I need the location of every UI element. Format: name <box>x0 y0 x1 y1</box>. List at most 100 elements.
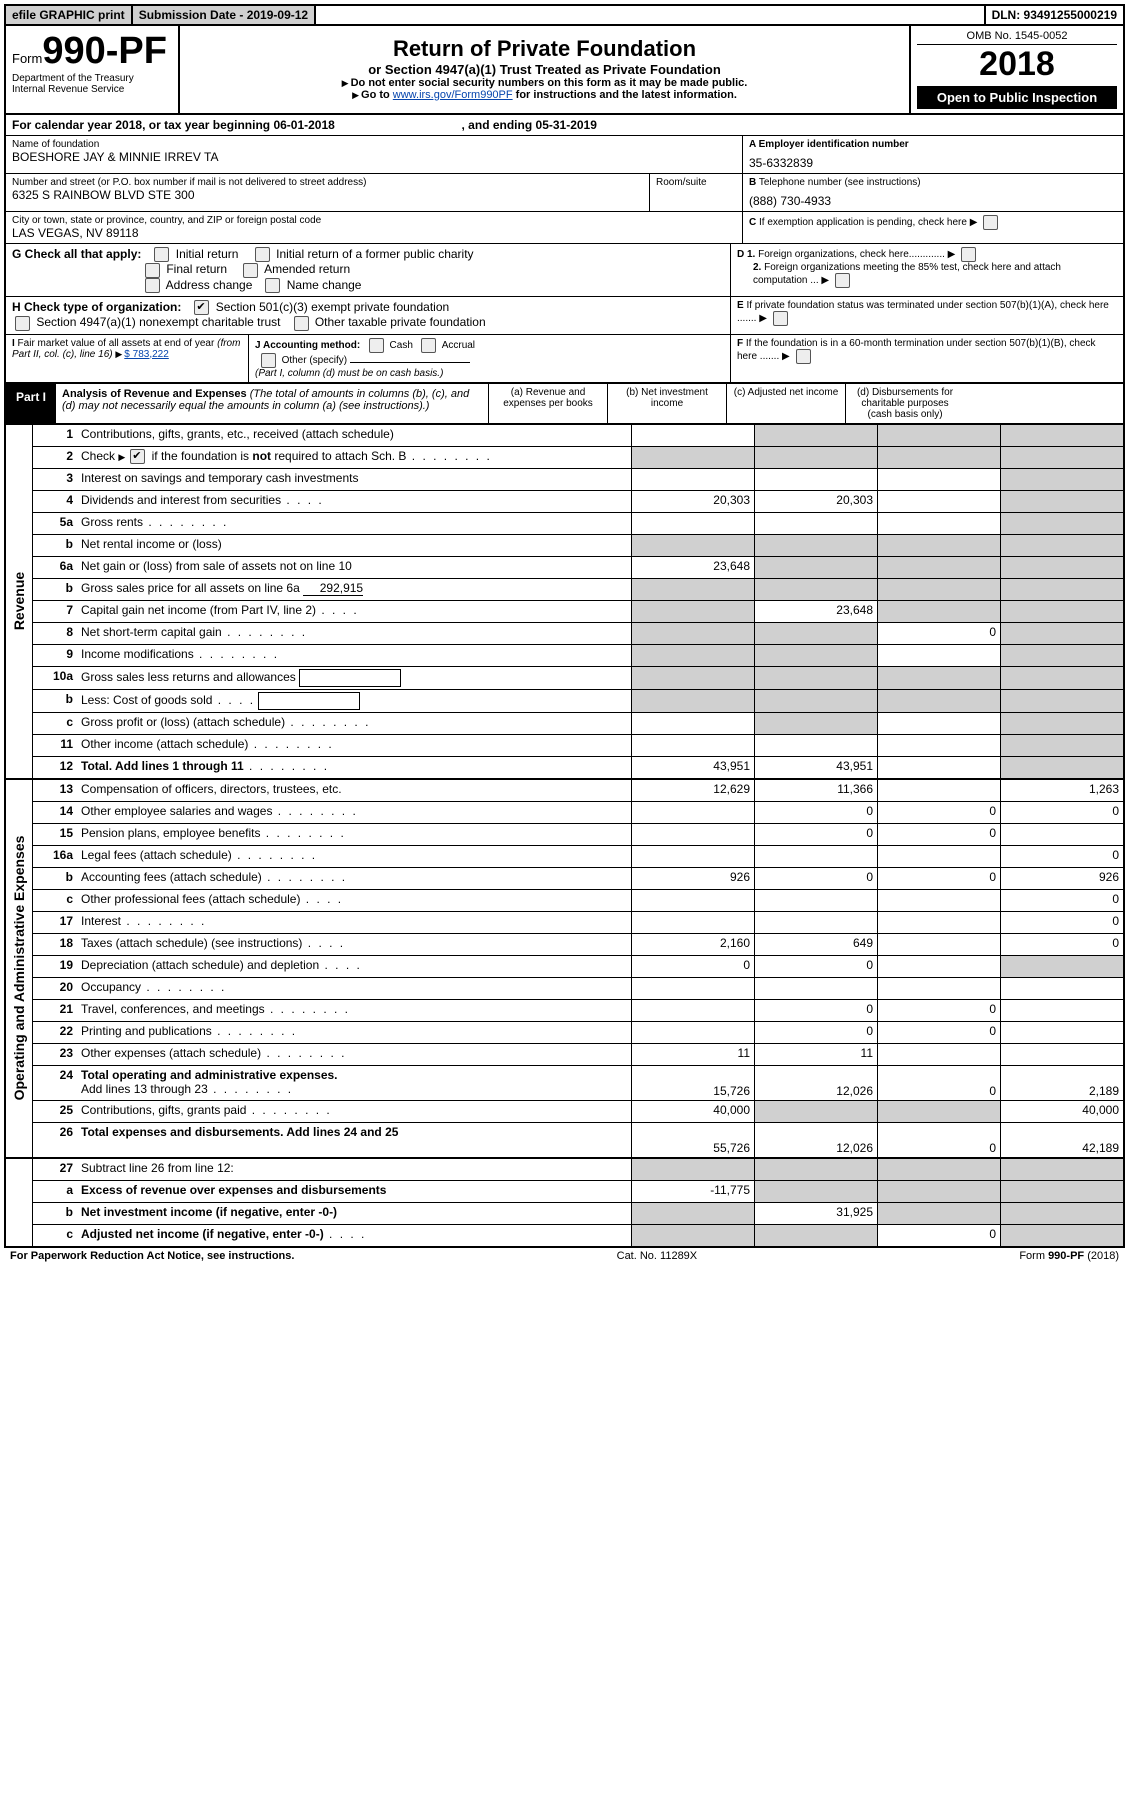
e-label: E If private foundation status was termi… <box>730 297 1123 334</box>
amended-checkbox[interactable] <box>243 263 258 278</box>
r25a: 40,000 <box>631 1101 754 1122</box>
form-word: Form <box>12 51 42 66</box>
line6a-label: Net gain or (loss) from sale of assets n… <box>77 557 631 578</box>
s501-checkbox[interactable] <box>194 300 209 315</box>
cal-begin: For calendar year 2018, or tax year begi… <box>12 118 335 132</box>
irs: Internal Revenue Service <box>12 84 172 95</box>
cash-checkbox[interactable] <box>369 338 384 353</box>
omb-number: OMB No. 1545-0052 <box>917 30 1117 45</box>
col-c-head: (c) Adjusted net income <box>726 384 845 423</box>
d1-checkbox[interactable] <box>961 247 976 262</box>
r13b: 11,366 <box>754 780 877 801</box>
s4947-checkbox[interactable] <box>15 316 30 331</box>
r25d: 40,000 <box>1000 1101 1123 1122</box>
line25-label: Contributions, gifts, grants paid <box>77 1101 631 1122</box>
r6b-value: 292,915 <box>303 581 363 596</box>
expenses-section: Operating and Administrative Expenses 13… <box>6 778 1123 1157</box>
g-label: G Check all that apply: <box>12 247 141 261</box>
blank-side <box>6 1159 33 1246</box>
line22-label: Printing and publications <box>77 1022 631 1043</box>
top-bar: efile GRAPHIC print Submission Date - 20… <box>6 6 1123 26</box>
r8c: 0 <box>877 623 1000 644</box>
accrual-checkbox[interactable] <box>421 338 436 353</box>
form-id-block: Form990-PF Department of the Treasury In… <box>6 26 180 113</box>
r14d: 0 <box>1000 802 1123 823</box>
r21b: 0 <box>754 1000 877 1021</box>
other-tax-label: Other taxable private foundation <box>315 315 486 329</box>
street-address: 6325 S RAINBOW BLVD STE 300 <box>12 188 643 202</box>
final-return-checkbox[interactable] <box>145 263 160 278</box>
fmv-value[interactable]: $ 783,222 <box>124 349 169 360</box>
r14c: 0 <box>877 802 1000 823</box>
arrow-icon <box>352 89 361 101</box>
city-row: City or town, state or province, country… <box>6 211 1123 243</box>
other-specify-input[interactable] <box>350 362 470 363</box>
col-d-head: (d) Disbursements for charitable purpose… <box>845 384 964 423</box>
other-acct-label: Other (specify) <box>282 355 348 366</box>
cash-label: Cash <box>390 340 413 351</box>
e-checkbox[interactable] <box>773 311 788 326</box>
r23a: 11 <box>631 1044 754 1065</box>
line27-label: Subtract line 26 from line 12: <box>77 1159 631 1180</box>
warning: Do not enter social security numbers on … <box>351 77 748 89</box>
line7-label: Capital gain net income (from Part IV, l… <box>77 601 631 622</box>
line27a-label: Excess of revenue over expenses and disb… <box>77 1181 631 1202</box>
revenue-section: Revenue 1Contributions, gifts, grants, e… <box>6 423 1123 778</box>
dln: DLN: 93491255000219 <box>986 6 1123 24</box>
paperwork-notice: For Paperwork Reduction Act Notice, see … <box>10 1250 294 1262</box>
j-note: (Part I, column (d) must be on cash basi… <box>255 368 443 379</box>
line10a-label: Gross sales less returns and allowances <box>77 667 631 689</box>
line27-section: 27Subtract line 26 from line 12: aExcess… <box>6 1157 1123 1246</box>
f-label: F If the foundation is in a 60-month ter… <box>730 335 1123 382</box>
line17-label: Interest <box>77 912 631 933</box>
r16ad: 0 <box>1000 846 1123 867</box>
r26c: 0 <box>877 1123 1000 1157</box>
f-checkbox[interactable] <box>796 349 811 364</box>
open-public: Open to Public Inspection <box>917 86 1117 109</box>
h-label: H Check type of organization: <box>12 300 181 314</box>
r22b: 0 <box>754 1022 877 1043</box>
r10b-input[interactable] <box>258 692 360 710</box>
r27bb: 31,925 <box>754 1203 877 1224</box>
initial-return-checkbox[interactable] <box>154 247 169 262</box>
tax-year: 2018 <box>917 45 1117 84</box>
amended-label: Amended return <box>264 262 350 276</box>
line18-label: Taxes (attach schedule) (see instruction… <box>77 934 631 955</box>
r4b: 20,303 <box>754 491 877 512</box>
efile-badge: efile GRAPHIC print <box>6 6 133 24</box>
r24a: 15,726 <box>631 1066 754 1100</box>
arrow-icon <box>342 77 351 89</box>
other-acct-checkbox[interactable] <box>261 353 276 368</box>
line21-label: Travel, conferences, and meetings <box>77 1000 631 1021</box>
r10a-input[interactable] <box>299 669 401 687</box>
line9-label: Income modifications <box>77 645 631 666</box>
room-label: Room/suite <box>656 177 736 188</box>
line11-label: Other income (attach schedule) <box>77 735 631 756</box>
h-row: H Check type of organization: Section 50… <box>6 296 1123 334</box>
instructions-link[interactable]: www.irs.gov/Form990PF <box>393 89 513 101</box>
cat-no: Cat. No. 11289X <box>617 1250 698 1262</box>
part1-label: Part I <box>6 384 56 423</box>
city-label: City or town, state or province, country… <box>12 215 736 226</box>
line5b-label: Net rental income or (loss) <box>77 535 631 556</box>
address-grid: Number and street (or P.O. box number if… <box>6 173 1123 211</box>
r15b: 0 <box>754 824 877 845</box>
line19-label: Depreciation (attach schedule) and deple… <box>77 956 631 977</box>
schb-checkbox[interactable] <box>130 449 145 464</box>
r26b: 12,026 <box>754 1123 877 1157</box>
r4a: 20,303 <box>631 491 754 512</box>
c-checkbox[interactable] <box>983 215 998 230</box>
addr-change-checkbox[interactable] <box>145 278 160 293</box>
col-a-head: (a) Revenue and expenses per books <box>488 384 607 423</box>
other-tax-checkbox[interactable] <box>294 316 309 331</box>
d2-checkbox[interactable] <box>835 273 850 288</box>
part1-desc: Analysis of Revenue and Expenses (The to… <box>56 384 488 423</box>
s4947-label: Section 4947(a)(1) nonexempt charitable … <box>36 315 280 329</box>
spacer <box>316 6 985 24</box>
name-change-checkbox[interactable] <box>265 278 280 293</box>
identity-grid: Name of foundation BOESHORE JAY & MINNIE… <box>6 135 1123 173</box>
r16ba: 926 <box>631 868 754 889</box>
initial-former-checkbox[interactable] <box>255 247 270 262</box>
dept-treasury: Department of the Treasury <box>12 73 172 84</box>
goto-post: for instructions and the latest informat… <box>513 89 737 101</box>
